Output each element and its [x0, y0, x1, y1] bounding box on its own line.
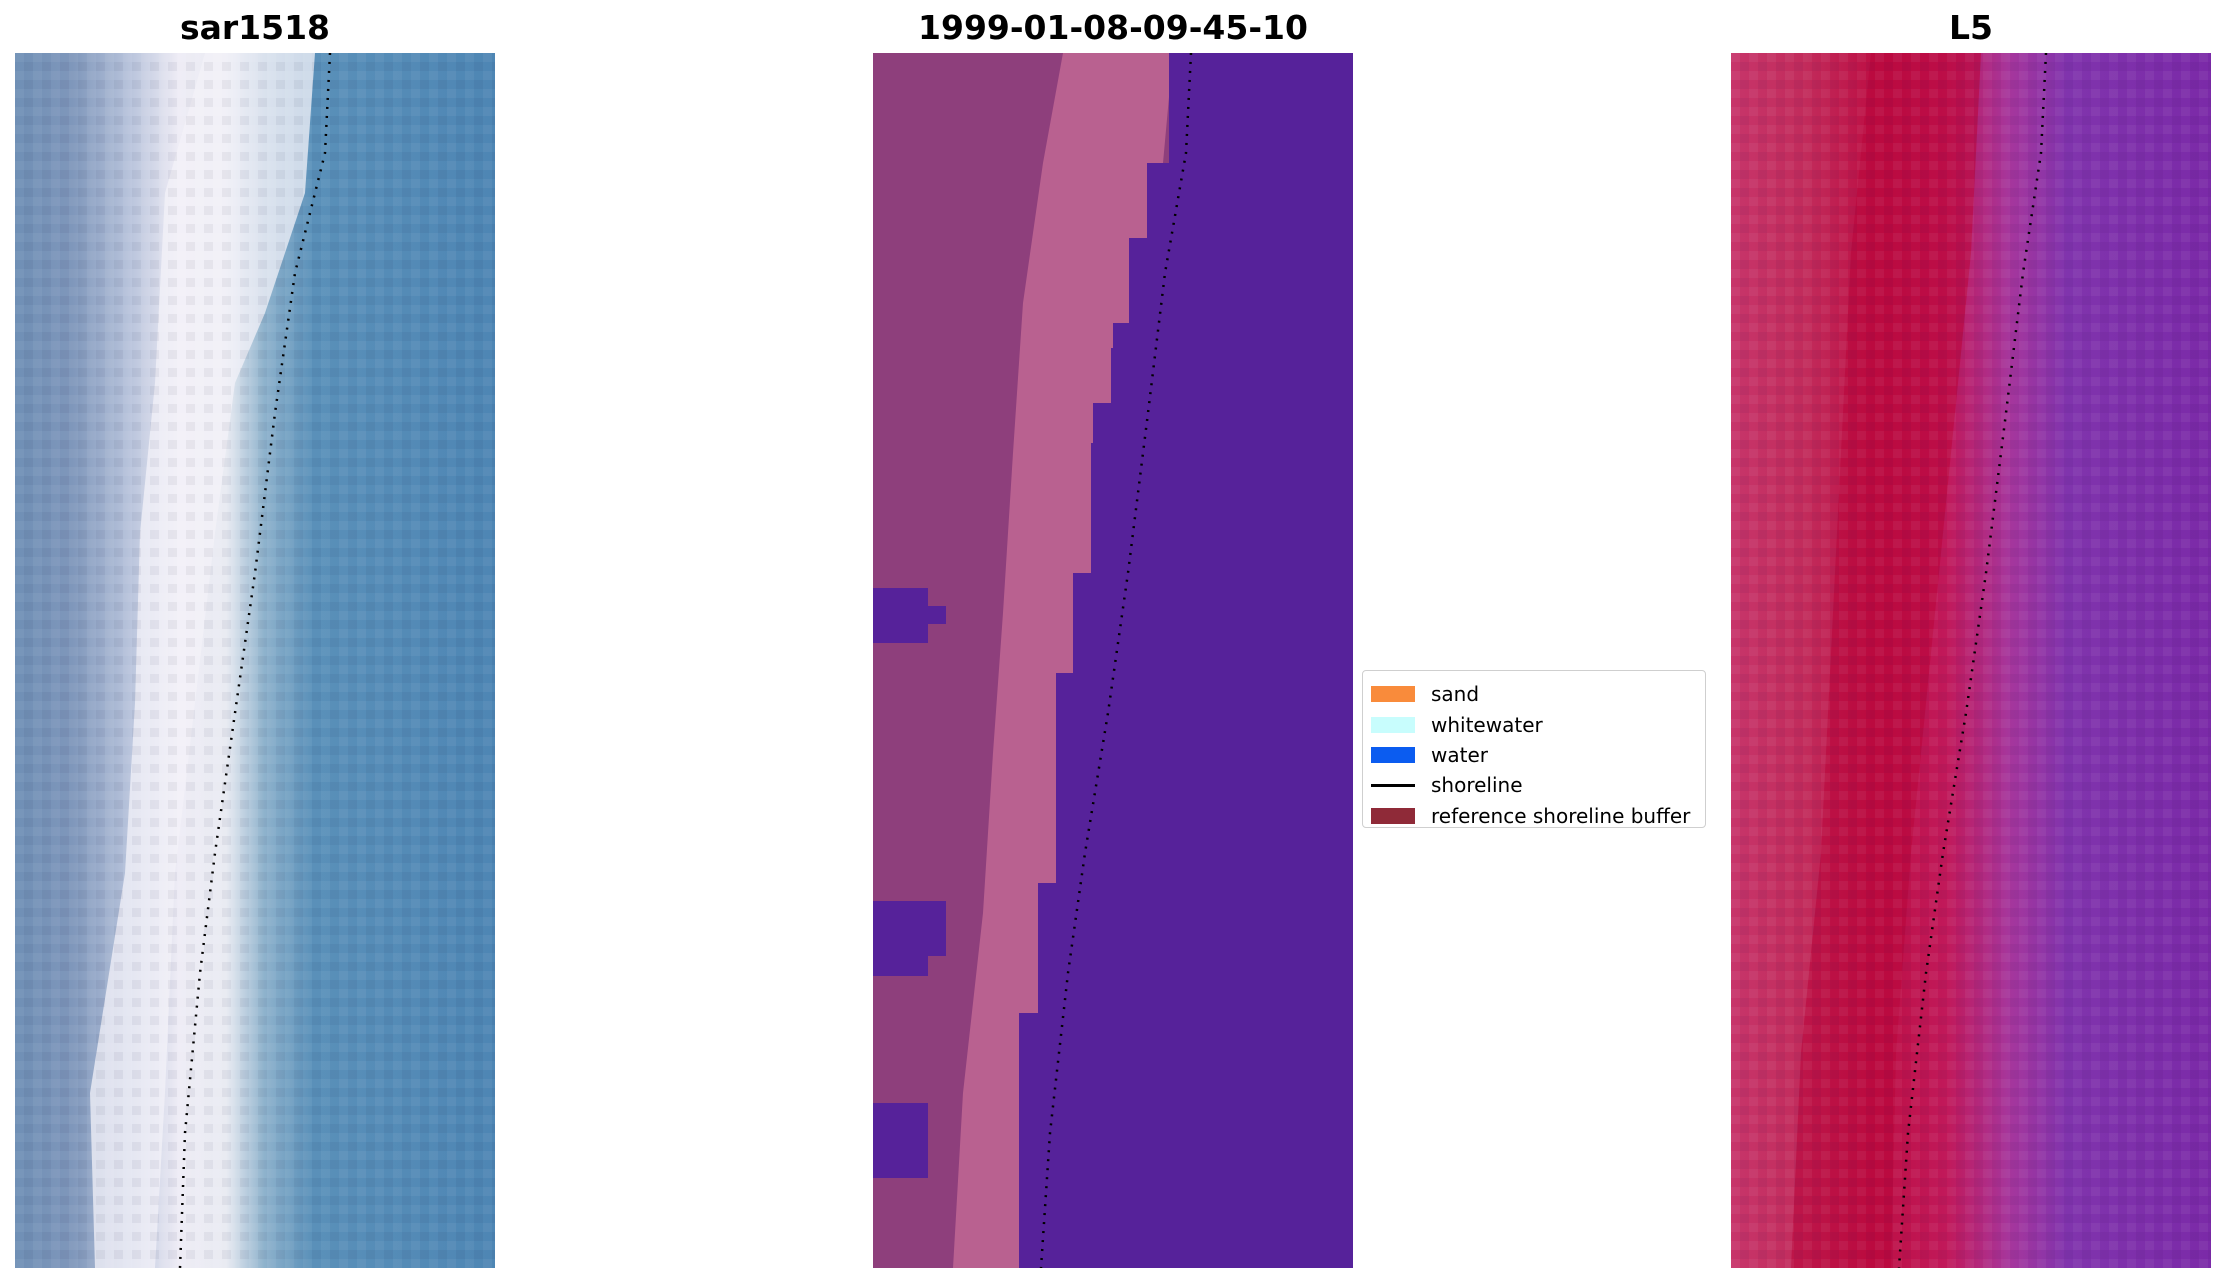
legend: sand whitewater water shoreline referenc… — [1362, 670, 1706, 828]
classified-image — [873, 53, 1353, 1268]
legend-label: shoreline — [1431, 773, 1523, 798]
panel-title-false-color: L5 — [1949, 8, 1993, 47]
legend-item-water: water — [1371, 740, 1697, 770]
shoreline-line-icon — [1371, 783, 1415, 787]
legend-item-shoreline: shoreline — [1371, 770, 1697, 800]
reference-buffer-swatch-icon — [1371, 807, 1415, 824]
rgb-image — [15, 53, 495, 1268]
legend-label: water — [1431, 742, 1488, 767]
legend-item-sand: sand — [1371, 679, 1697, 709]
water-area — [1019, 53, 1353, 1268]
water-swatch-icon — [1371, 746, 1415, 763]
shoreline-classified — [1039, 53, 1193, 1268]
classified-image-panel — [873, 53, 1353, 1268]
legend-item-whitewater: whitewater — [1371, 709, 1697, 739]
panel-title-rgb: sar1518 — [179, 8, 331, 47]
legend-label: sand — [1431, 682, 1480, 707]
whitewater-swatch-icon — [1371, 716, 1415, 733]
panel-title-classified: 1999-01-08-09-45-10 — [918, 8, 1308, 47]
legend-item-reference-buffer: reference shoreline buffer — [1371, 801, 1697, 831]
legend-label: reference shoreline buffer — [1431, 803, 1691, 828]
sand-swatch-icon — [1371, 686, 1415, 703]
legend-label: whitewater — [1431, 712, 1543, 737]
rgb-image-panel — [15, 53, 495, 1268]
shoreline-false-color — [1897, 53, 2048, 1268]
false-color-image-panel — [1731, 53, 2211, 1268]
false-color-image — [1731, 53, 2211, 1268]
